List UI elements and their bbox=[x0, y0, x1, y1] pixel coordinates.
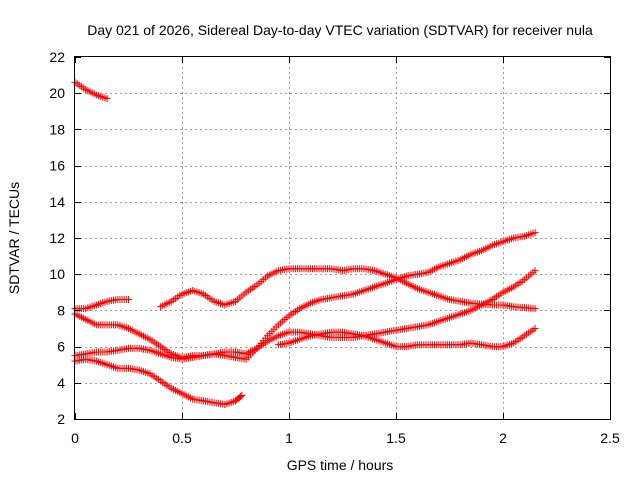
data-point bbox=[531, 325, 539, 332]
chart-title: Day 021 of 2026, Sidereal Day-to-day VTE… bbox=[87, 22, 593, 38]
x-tick-label: 2.5 bbox=[600, 430, 620, 446]
x-tick-label: 0 bbox=[71, 430, 79, 446]
data-point bbox=[237, 393, 245, 401]
series-arc-6 bbox=[71, 355, 246, 409]
series-arc-3 bbox=[157, 265, 539, 313]
y-tick-label: 18 bbox=[49, 121, 65, 137]
y-axis-label: SDTVAR / TECUs bbox=[6, 182, 22, 294]
data-point bbox=[531, 229, 539, 237]
x-tick-label: 2 bbox=[499, 430, 507, 446]
y-tick-label: 2 bbox=[57, 411, 65, 427]
y-tick-label: 12 bbox=[49, 230, 65, 246]
y-tick-label: 10 bbox=[49, 266, 65, 282]
series-arc-5 bbox=[71, 267, 539, 363]
series-arc-7 bbox=[274, 325, 539, 351]
data-point bbox=[531, 267, 539, 275]
data-point bbox=[531, 305, 539, 313]
y-tick-label: 22 bbox=[49, 49, 65, 65]
data-point bbox=[103, 95, 111, 103]
y-tick-label: 4 bbox=[57, 375, 65, 391]
plot-frame bbox=[74, 56, 611, 420]
axis-ticks: 2 4 6 8 10 12 14 16 18 20 22 0 0.5 1 1.5 2 2.5 bbox=[49, 49, 620, 446]
y-tick-label: 16 bbox=[49, 158, 65, 174]
x-tick-label: 0.5 bbox=[172, 430, 192, 446]
x-tick-label: 1.5 bbox=[386, 430, 406, 446]
y-tick-label: 14 bbox=[49, 194, 65, 210]
series-arc-2 bbox=[71, 296, 132, 313]
data-point bbox=[238, 391, 246, 399]
grid-lines bbox=[75, 57, 610, 419]
x-tick-label: 1 bbox=[285, 430, 293, 446]
y-tick-label: 6 bbox=[57, 339, 65, 355]
data-points bbox=[71, 78, 539, 409]
y-tick-label: 8 bbox=[57, 302, 65, 318]
series-arc-1 bbox=[71, 78, 111, 103]
x-axis-label: GPS time / hours bbox=[287, 457, 394, 473]
data-point bbox=[125, 296, 132, 304]
y-tick-label: 20 bbox=[49, 85, 65, 101]
